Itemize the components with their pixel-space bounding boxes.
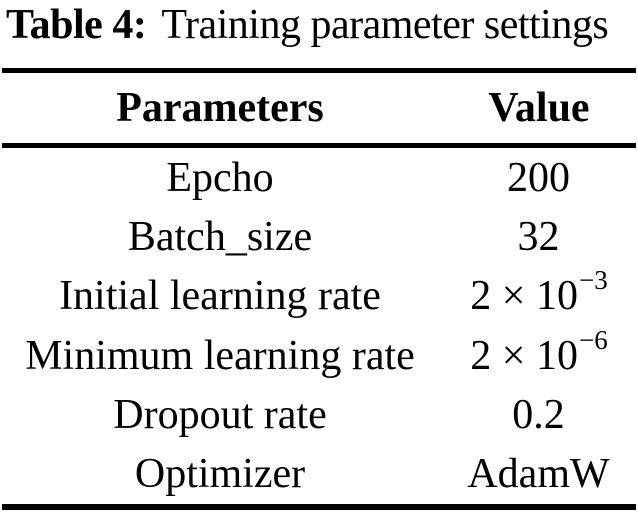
- value-cell: 2 × 10 −6: [470, 324, 608, 379]
- column-header-value: Value: [488, 85, 590, 131]
- param-cell: Optimizer: [134, 451, 306, 498]
- column-header-parameters: Parameters: [116, 85, 324, 131]
- table-row: Epcho 200: [0, 148, 638, 207]
- value-cell: 200: [440, 148, 638, 207]
- table-top-rule: [2, 68, 636, 73]
- value-cell: 0.2: [440, 385, 638, 444]
- value-text: 32: [517, 213, 560, 260]
- table-caption-label: Table 4:: [6, 2, 147, 48]
- table-row: Optimizer AdamW: [0, 445, 638, 504]
- table-row: Initial learning rate 2 × 10 −3: [0, 267, 638, 326]
- table-row: Batch_size 32: [0, 207, 638, 266]
- param-cell: Epcho: [166, 154, 274, 201]
- value-text: AdamW: [467, 451, 610, 498]
- value-cell: 2 × 10 −3: [470, 265, 608, 320]
- table-header-row: Parameters Value: [0, 73, 638, 143]
- value-cell: 32: [440, 207, 638, 266]
- table-bottom-rule: [2, 504, 636, 510]
- table-row: Dropout rate 0.2: [0, 385, 638, 444]
- param-cell: Minimum learning rate: [25, 332, 415, 379]
- param-cell: Dropout rate: [113, 391, 327, 438]
- table-body: Epcho 200 Batch_size 32 Initial learning…: [0, 148, 638, 504]
- value-text: 2 × 10: [470, 273, 578, 320]
- param-cell: Initial learning rate: [59, 273, 381, 320]
- value-text: 2 × 10: [470, 332, 578, 379]
- table-header-rule: [2, 143, 636, 148]
- table-caption-text: Training parameter settings: [161, 2, 609, 48]
- table-row: Minimum learning rate 2 × 10 −6: [0, 326, 638, 385]
- table-caption: Table 4: Training parameter settings: [6, 0, 638, 50]
- value-cell: AdamW: [440, 445, 638, 504]
- param-cell: Batch_size: [127, 213, 313, 260]
- value-text: 200: [507, 154, 570, 201]
- value-text: 0.2: [512, 391, 565, 438]
